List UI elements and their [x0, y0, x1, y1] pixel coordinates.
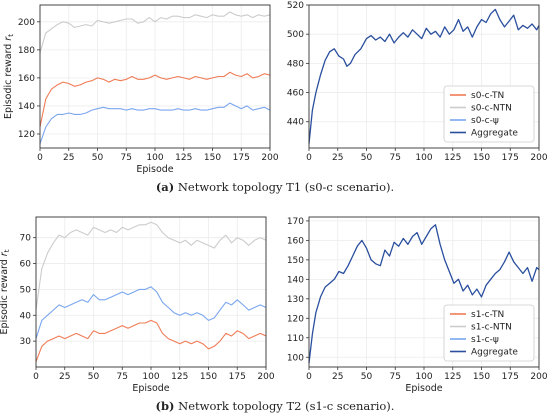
y-tick-label: 100: [287, 353, 304, 363]
y-tick-label: 150: [287, 256, 304, 266]
legend-label: Aggregate: [471, 348, 518, 358]
legend: s1-c-TN s1-c-NTN s1-c-ψ Aggregate: [443, 304, 535, 362]
x-tick-label: 175: [502, 372, 519, 382]
legend-box: [443, 304, 535, 362]
x-tick-label: 200: [261, 153, 278, 163]
x-tick-label: 125: [444, 153, 461, 163]
axes-frame: [39, 4, 271, 149]
x-tick-label: 25: [332, 153, 343, 163]
legend-label: s0-c-TN: [471, 91, 504, 101]
y-tick-label: 50: [20, 285, 32, 295]
x-tick-label: 25: [63, 153, 74, 163]
y-axis-label: Episodic reward rt: [3, 34, 15, 119]
x-tick-label: 125: [175, 153, 192, 163]
x-tick-label: 75: [121, 153, 132, 163]
y-tick-label: 130: [287, 295, 304, 305]
x-tick-label: 0: [37, 153, 43, 163]
legend: s0-c-TN s0-c-NTN s0-c-ψ Aggregate: [443, 85, 535, 143]
x-tick-label: 25: [332, 372, 343, 382]
legend-label: Aggregate: [471, 129, 518, 139]
x-tick-label: 175: [502, 153, 519, 163]
x-tick-label: 0: [306, 153, 312, 163]
chart-top-right: 0 25 50 75 100 125 150 175 200 440 460 480 500 520 s0-…: [287, 1, 548, 163]
y-tick-label: 30: [20, 337, 32, 347]
y-tick-label: 160: [18, 74, 35, 84]
x-tick-label: 100: [146, 153, 163, 163]
chart-bottom-left: 0 25 50 75 100 125 150 175 200 30 40 50 60 70 Episode E…: [0, 216, 275, 394]
legend-label: s1-c-ψ: [471, 335, 499, 345]
caption-a-tag: (a): [155, 180, 175, 194]
series-line: [35, 221, 267, 311]
x-tick-label: 0: [33, 372, 39, 382]
y-tick-label: 500: [287, 30, 304, 40]
caption-a: (a) Network topology T1 (s0-c scenario).: [0, 180, 550, 194]
y-tick-label: 40: [20, 311, 32, 321]
y-tick-label: 70: [20, 234, 32, 244]
series-line: [39, 102, 271, 144]
x-tick-label: 25: [59, 372, 70, 382]
y-tick-label: 180: [18, 46, 35, 56]
x-tick-label: 50: [88, 372, 100, 382]
x-tick-label: 75: [117, 372, 128, 382]
legend-label: s1-c-TN: [471, 310, 504, 320]
caption-b-text: Network topology T2 (s1-c scenario).: [178, 399, 395, 413]
x-tick-label: 50: [92, 153, 104, 163]
y-axis-label: Episodic reward rt: [0, 249, 11, 334]
chart-top-left: 0 25 50 75 100 125 150 175 200120140160180200Epi…: [3, 4, 279, 175]
y-tick-label: 140: [18, 102, 35, 112]
legend-label: s0-c-NTN: [471, 104, 512, 114]
x-tick-label: 200: [257, 372, 274, 382]
y-tick-label: 140: [287, 275, 304, 285]
x-tick-label: 175: [229, 372, 246, 382]
x-tick-label: 75: [390, 153, 401, 163]
x-tick-label: 50: [361, 153, 373, 163]
x-axis-label: Episode: [405, 383, 442, 394]
y-tick-label: 480: [287, 59, 304, 69]
y-tick-label: 160: [287, 236, 304, 246]
x-axis-label: Episode: [136, 164, 173, 175]
y-tick-label: 120: [287, 314, 304, 324]
axes-frame: [308, 216, 540, 368]
x-tick-label: 150: [473, 372, 490, 382]
x-tick-label: 150: [200, 372, 217, 382]
x-tick-label: 125: [444, 372, 461, 382]
caption-a-text: Network topology T1 (s0-c scenario).: [177, 180, 395, 194]
x-tick-label: 100: [142, 372, 159, 382]
x-tick-label: 100: [415, 153, 432, 163]
x-tick-label: 200: [530, 372, 547, 382]
x-tick-label: 150: [473, 153, 490, 163]
x-tick-label: 75: [390, 372, 401, 382]
axes-frame: [35, 216, 267, 368]
axes-frame: [308, 4, 540, 149]
legend-label: s0-c-ψ: [471, 116, 499, 126]
series-line: [39, 71, 271, 128]
x-axis-label: Episode: [132, 383, 169, 394]
y-tick-label: 460: [287, 89, 304, 99]
y-tick-label: 120: [18, 130, 35, 140]
y-tick-label: 200: [18, 18, 35, 28]
series-line: [35, 286, 267, 339]
x-tick-label: 150: [204, 153, 221, 163]
series-line: [35, 319, 267, 362]
series-line: [308, 224, 540, 364]
y-tick-label: 110: [287, 334, 304, 344]
x-tick-label: 200: [530, 153, 547, 163]
x-tick-label: 50: [361, 372, 373, 382]
x-tick-label: 125: [171, 372, 188, 382]
chart-bottom-right: 0 25 50 75 100 125 150 175 200 100 110 120 130 140 150…: [287, 216, 548, 394]
x-tick-label: 175: [233, 153, 250, 163]
x-tick-label: 100: [415, 372, 432, 382]
y-tick-label: 440: [287, 118, 304, 128]
series-line: [308, 8, 540, 144]
x-tick-label: 0: [306, 372, 312, 382]
y-tick-label: 170: [287, 217, 304, 227]
y-tick-label: 60: [20, 260, 32, 270]
legend-box: [443, 85, 535, 143]
caption-b-tag: (b): [155, 399, 175, 413]
y-tick-label: 520: [287, 1, 304, 11]
series-line: [39, 11, 271, 53]
legend-label: s1-c-NTN: [471, 323, 512, 333]
caption-b: (b) Network topology T2 (s1-c scenario).: [0, 399, 550, 413]
